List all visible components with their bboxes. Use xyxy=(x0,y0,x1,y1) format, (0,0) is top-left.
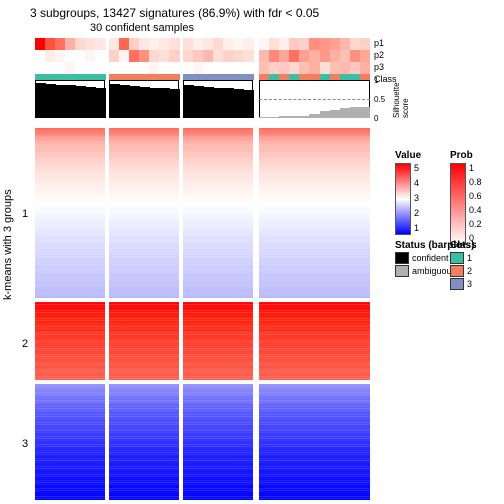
y-axis-label: k-means with 3 groups xyxy=(2,189,14,300)
title-sub: 30 confident samples xyxy=(90,22,194,34)
silhouette-label: Silhouettescore xyxy=(392,82,410,118)
title-main: 3 subgroups, 13427 signatures (86.9%) wi… xyxy=(30,6,319,20)
